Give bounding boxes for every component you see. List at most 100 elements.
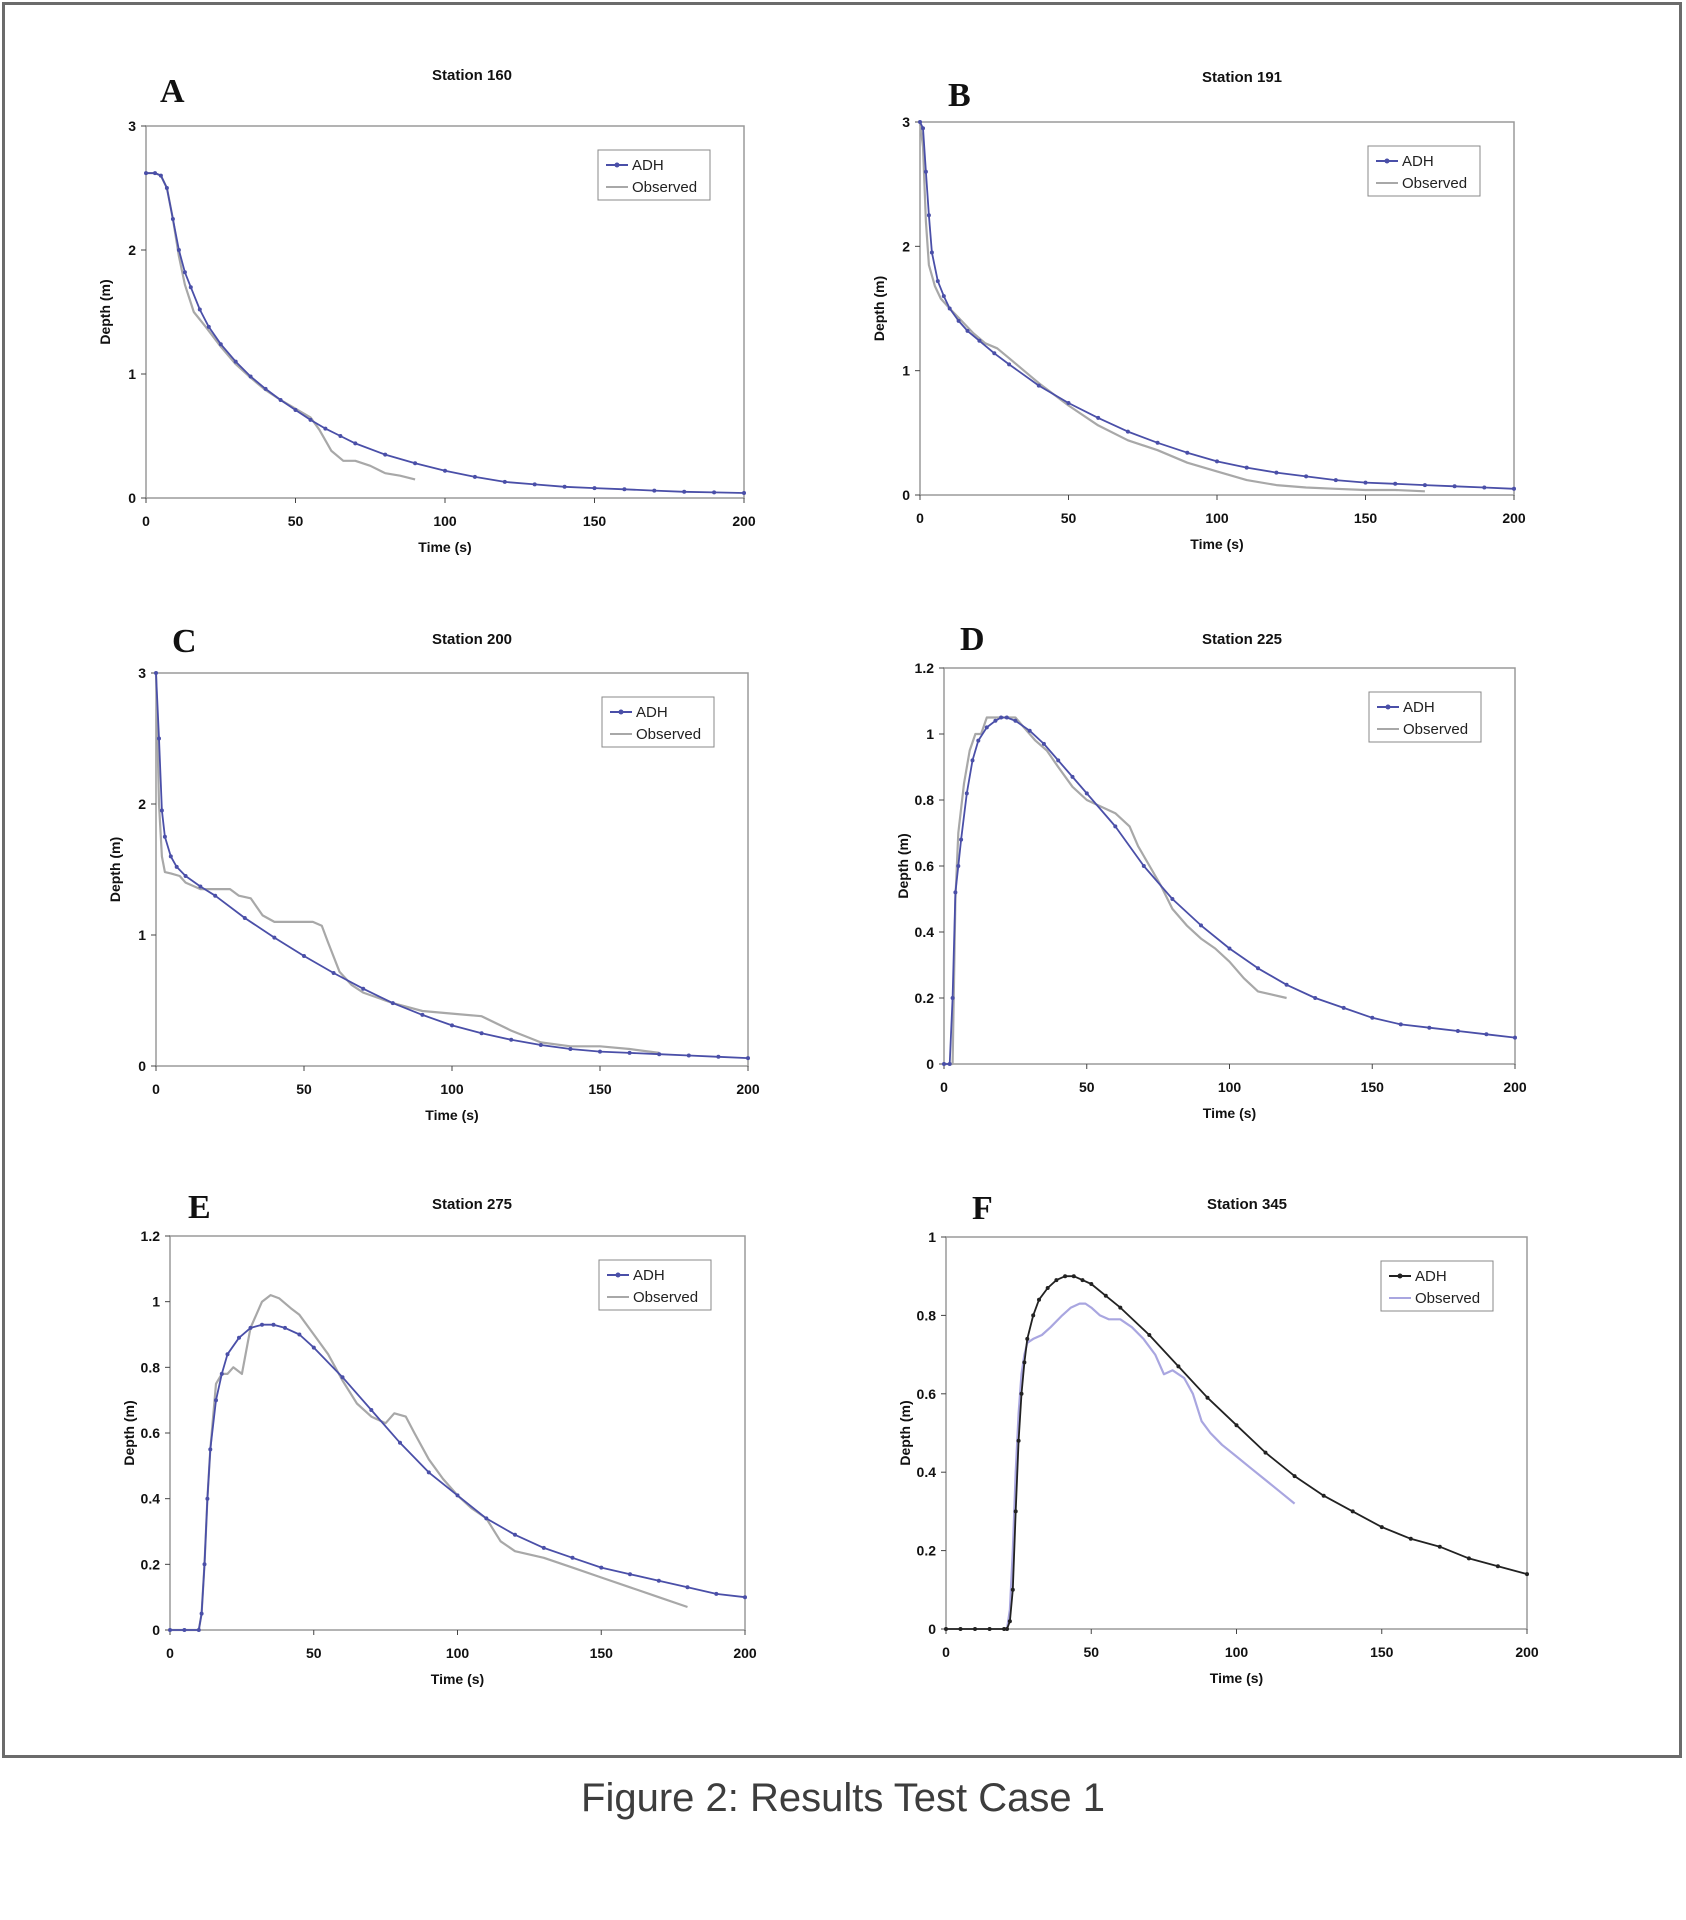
data-point-adh	[944, 1627, 948, 1631]
x-tick-label: 100	[1205, 510, 1229, 526]
data-point-adh	[144, 171, 148, 176]
y-tick-label: 1	[928, 1229, 936, 1245]
y-axis-label: Depth (m)	[97, 279, 113, 344]
data-point-adh	[1007, 1619, 1012, 1624]
data-point-adh	[970, 758, 975, 763]
data-point-adh	[233, 359, 238, 364]
data-point-adh	[218, 342, 223, 347]
x-tick-label: 200	[1515, 1644, 1539, 1660]
data-point-adh	[426, 1470, 431, 1475]
y-tick-label: 0.6	[917, 1386, 937, 1402]
data-point-adh	[1484, 1032, 1489, 1037]
legend: ADH Observed	[1367, 145, 1481, 197]
data-point-adh	[450, 1023, 454, 1028]
x-tick-label: 200	[1502, 510, 1526, 526]
y-tick-label: 0.2	[917, 1543, 937, 1559]
legend-marker-adh	[1397, 1273, 1403, 1279]
data-point-adh	[214, 1398, 218, 1403]
data-point-adh	[455, 1493, 460, 1498]
x-tick-label: 100	[1218, 1079, 1242, 1095]
data-point-adh	[1363, 480, 1368, 485]
x-tick-label: 50	[1083, 1644, 1099, 1660]
data-point-adh	[1341, 1005, 1346, 1010]
data-point-adh	[1054, 1278, 1059, 1283]
y-tick-label: 1.2	[915, 660, 935, 676]
series-line-adh	[944, 716, 1516, 1065]
x-tick-label: 0	[916, 510, 924, 526]
panel-letter: C	[172, 623, 197, 660]
x-tick-label: 100	[1225, 1644, 1249, 1660]
data-point-adh	[323, 426, 328, 431]
data-point-adh	[598, 1049, 602, 1054]
data-point-adh	[1025, 1336, 1030, 1341]
legend-box	[1368, 691, 1482, 743]
panel-letter: A	[160, 73, 185, 110]
legend-label-observed: Observed	[1415, 1290, 1480, 1307]
data-point-adh	[202, 1562, 207, 1567]
y-tick-label: 0	[138, 1058, 146, 1074]
data-point-adh	[973, 1627, 977, 1631]
data-point-adh	[965, 328, 970, 333]
x-axis-label: Time (s)	[1190, 536, 1243, 552]
data-point-adh	[162, 834, 167, 839]
data-point-adh	[1321, 1493, 1326, 1498]
data-point-adh	[198, 884, 203, 889]
data-point-adh	[331, 971, 336, 975]
y-axis-label: Depth (m)	[121, 1400, 137, 1465]
y-tick-label: 2	[128, 242, 136, 258]
y-tick-label: 0	[128, 490, 136, 506]
data-point-adh	[219, 1371, 224, 1376]
data-point-adh	[443, 468, 447, 473]
data-point-adh	[1071, 1274, 1076, 1279]
data-point-adh	[1244, 465, 1249, 470]
data-point-adh	[283, 1325, 287, 1330]
x-tick-label: 150	[583, 513, 607, 529]
data-point-adh	[390, 1001, 395, 1006]
data-point-adh	[1080, 1278, 1085, 1283]
y-axis-label: Depth (m)	[897, 1400, 913, 1465]
x-tick-label: 150	[1354, 510, 1378, 526]
x-tick-label: 0	[152, 1081, 160, 1097]
data-point-adh	[941, 294, 946, 299]
data-point-adh	[176, 248, 181, 252]
data-point-adh	[1393, 481, 1398, 486]
data-point-adh	[942, 1062, 946, 1066]
series-line-adh	[170, 1323, 746, 1631]
y-tick-label: 0.4	[917, 1464, 937, 1480]
data-point-adh	[1004, 715, 1009, 720]
data-point-adh	[929, 250, 934, 255]
data-point-adh	[297, 1332, 302, 1337]
data-point-adh	[714, 1591, 719, 1596]
data-point-adh	[272, 935, 277, 940]
data-point-adh	[1005, 1627, 1009, 1631]
data-point-adh	[953, 890, 958, 895]
data-point-adh	[1027, 728, 1032, 733]
data-point-adh	[956, 864, 961, 868]
y-tick-label: 0.4	[141, 1491, 161, 1507]
legend-marker-adh	[1385, 704, 1391, 710]
data-point-adh	[1274, 470, 1279, 475]
data-point-adh	[999, 715, 1004, 720]
y-tick-label: 0	[926, 1056, 934, 1072]
y-tick-label: 1	[152, 1294, 160, 1310]
data-point-adh	[656, 1578, 661, 1583]
data-point-adh	[308, 417, 313, 422]
data-point-adh	[208, 1447, 213, 1452]
x-tick-label: 0	[142, 513, 150, 529]
data-point-adh	[1482, 485, 1487, 490]
data-point-adh	[213, 893, 218, 898]
data-point-adh	[1113, 824, 1118, 829]
data-point-adh	[157, 736, 161, 741]
legend-label-adh: ADH	[632, 157, 664, 174]
data-point-adh	[271, 1322, 276, 1327]
y-tick-label: 0.2	[915, 990, 935, 1006]
data-point-adh	[716, 1054, 721, 1059]
x-tick-label: 50	[1079, 1079, 1095, 1095]
data-point-adh	[1125, 429, 1130, 434]
x-tick-label: 0	[940, 1079, 948, 1095]
panel-letter: B	[948, 77, 971, 114]
data-point-adh	[1284, 982, 1289, 987]
data-point-adh	[170, 217, 175, 221]
data-point-adh	[311, 1345, 316, 1350]
data-point-adh	[1016, 1438, 1021, 1443]
